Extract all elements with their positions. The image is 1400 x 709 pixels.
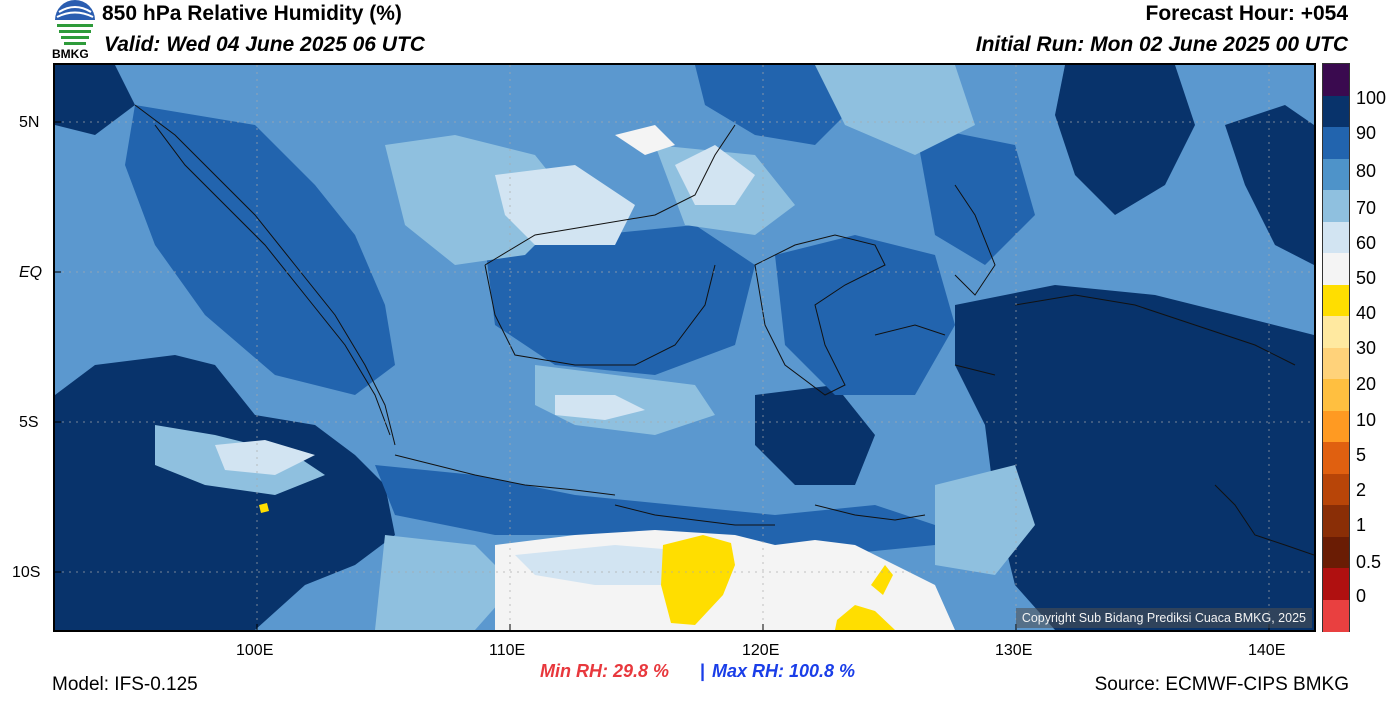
colorbar-swatch: [1323, 190, 1349, 222]
colorbar-swatch: [1323, 253, 1349, 285]
min-rh: Min RH: 29.8 %: [540, 661, 670, 681]
lon-label-110e: 110E: [489, 642, 526, 659]
lat-label-eq: EQ: [19, 264, 43, 281]
colorbar-label: 1: [1356, 515, 1367, 535]
colorbar-swatch: [1323, 505, 1349, 537]
colorbar-swatch: [1323, 536, 1349, 569]
lon-label-100e: 100E: [236, 642, 274, 659]
colorbar-swatch: [1323, 473, 1349, 506]
model-label: Model: IFS-0.125: [52, 674, 198, 695]
colorbar-swatch: [1323, 316, 1349, 348]
source-label: Source: ECMWF-CIPS BMKG: [1094, 674, 1349, 695]
colorbar-label: 10: [1356, 410, 1377, 430]
humidity-field: [55, 65, 1314, 630]
colorbar-swatch: [1323, 158, 1349, 191]
colorbar-label: 0: [1356, 586, 1367, 606]
colorbar-labels: 100 90 80 70 60 50 40 30 20 10 5 2 1 0.5 0: [1352, 0, 1400, 709]
colorbar-label: 0.5: [1356, 552, 1382, 572]
bmkg-logo: [51, 0, 99, 60]
lat-label-5n: 5N: [19, 114, 40, 131]
colorbar-swatch: [1323, 347, 1349, 380]
colorbar-swatch: [1323, 127, 1349, 159]
copyright-notice: Copyright Sub Bidang Prediksi Cuaca BMKG…: [1015, 608, 1312, 628]
colorbar-label: 2: [1356, 480, 1367, 500]
colorbar-swatch: [1323, 64, 1349, 96]
colorbar-swatch: [1323, 221, 1349, 254]
colorbar-swatch: [1323, 599, 1349, 632]
colorbar-swatch: [1323, 442, 1349, 474]
chart-title: 850 hPa Relative Humidity (%): [102, 2, 402, 25]
bmkg-logo-icon: [55, 0, 95, 45]
colorbar-label: 70: [1356, 198, 1377, 218]
max-rh: Max RH: 100.8 %: [712, 661, 856, 681]
lat-label-5s: 5S: [19, 414, 39, 431]
valid-time: Valid: Wed 04 June 2025 06 UTC: [104, 33, 425, 56]
colorbar-label: 90: [1356, 123, 1377, 143]
colorbar-label: 5: [1356, 445, 1367, 465]
lon-label-140e: 140E: [1248, 642, 1286, 659]
colorbar-label: 30: [1356, 338, 1377, 358]
colorbar: [1322, 63, 1350, 632]
colorbar-label: 80: [1356, 161, 1377, 181]
colorbar-label: 50: [1356, 268, 1377, 288]
colorbar-label: 100: [1356, 88, 1387, 108]
minmax-separator: |: [700, 661, 706, 681]
colorbar-label: 20: [1356, 374, 1377, 394]
colorbar-swatch: [1323, 95, 1349, 128]
forecast-hour: Forecast Hour: +054: [1145, 2, 1349, 25]
lon-label-130e: 130E: [995, 642, 1033, 659]
colorbar-swatch: [1323, 379, 1349, 411]
humidity-map: Copyright Sub Bidang Prediksi Cuaca BMKG…: [53, 63, 1316, 632]
colorbar-label: 40: [1356, 303, 1377, 323]
initial-run: Initial Run: Mon 02 June 2025 00 UTC: [975, 33, 1348, 56]
lat-label-10s: 10S: [12, 564, 41, 581]
colorbar-label: 60: [1356, 233, 1377, 253]
lon-label-120e: 120E: [742, 642, 780, 659]
colorbar-swatch: [1323, 568, 1349, 600]
logo-text: BMKG: [52, 47, 89, 61]
colorbar-swatch: [1323, 284, 1349, 317]
colorbar-swatch: [1323, 410, 1349, 443]
